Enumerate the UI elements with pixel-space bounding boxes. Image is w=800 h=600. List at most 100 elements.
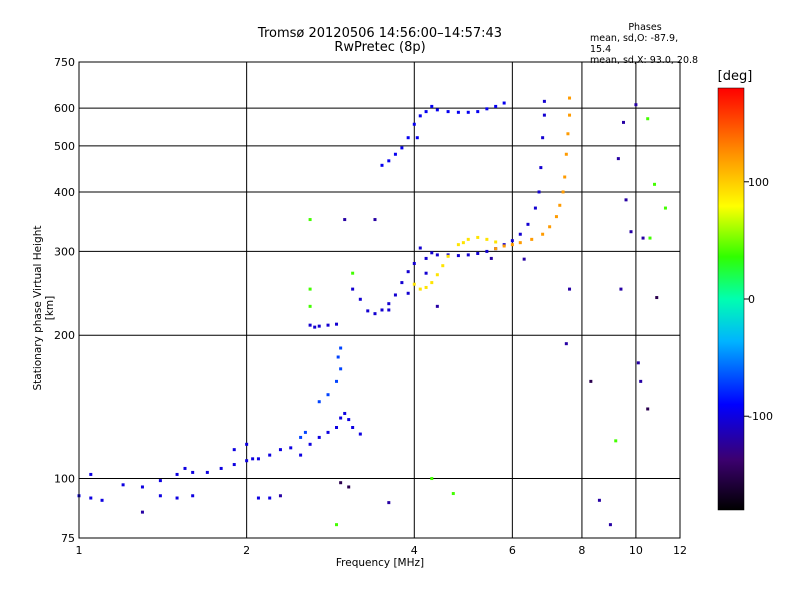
data-point [563,175,567,179]
x-axis-ticks: 1 2 4 6 8 10 12 [76,544,688,557]
colorbar-tick-label: 0 [748,293,755,306]
data-point [205,470,209,474]
data-point [358,432,362,436]
data-point [256,457,260,461]
colorbar-tick-label: -100 [748,410,773,423]
data-point [335,523,339,527]
x-tick-label: 1 [76,544,83,557]
data-point [558,203,562,207]
data-point [518,232,522,236]
data-point [358,297,362,301]
data-point [317,435,321,439]
data-point [299,453,303,457]
data-point [406,270,410,274]
colorbar-tick-label: 100 [748,176,769,189]
data-point [373,218,377,222]
data-point [347,418,351,422]
data-point [232,448,236,452]
y-tick-label: 200 [54,329,75,342]
data-point [435,273,439,277]
data-point [317,324,321,328]
data-point [393,293,397,297]
data-points [77,96,667,527]
data-point [616,157,620,161]
x-tick-label: 10 [629,544,643,557]
data-point [308,218,312,222]
data-point [140,510,144,514]
data-point [542,113,546,117]
data-point [518,241,522,245]
x-tick-label: 12 [673,544,687,557]
data-point [418,287,422,291]
data-point [466,253,470,257]
plot-frame [78,61,681,539]
data-point [415,136,419,140]
data-point [412,282,416,286]
data-point [608,523,612,527]
data-point [336,355,340,359]
data-point [351,425,355,429]
data-point [412,261,416,265]
data-point [435,253,439,257]
data-point [418,246,422,250]
data-point [347,485,351,489]
data-point [387,302,391,306]
data-point [589,379,593,383]
data-point [568,113,572,117]
data-point [89,472,93,476]
data-point [541,136,545,140]
data-point [424,271,428,275]
data-point [461,241,465,245]
data-point [351,287,355,291]
data-point [387,308,391,312]
data-point [435,108,439,112]
data-point [339,481,343,485]
phase-stats-x: mean, sd,X: 93.0, 20.8 [590,55,699,66]
data-point [646,117,650,121]
phase-stats-o: mean, sd,O: -87.9, 15.4 [590,33,679,55]
data-point [489,256,493,260]
data-point [502,101,506,105]
data-point [158,494,162,498]
data-point [494,247,498,251]
data-point [485,107,489,111]
data-point [245,442,249,446]
data-point [387,501,391,505]
data-point [494,104,498,108]
phase-stats: Phases mean, sd,O: -87.9, 15.4 mean, sd,… [590,22,700,66]
colorbar-ticks: 100 0 -100 [744,176,773,423]
data-point [121,483,125,487]
data-point [614,439,618,443]
data-point [313,325,317,329]
data-point [387,159,391,163]
data-point [308,287,312,291]
data-point [435,304,439,308]
data-point [530,237,534,241]
data-point [476,235,480,239]
data-point [339,346,343,350]
data-point [641,236,645,240]
data-point [456,243,460,247]
data-point [418,114,422,118]
data-point [424,256,428,260]
data-point [308,323,312,327]
data-point [424,110,428,114]
y-tick-label: 300 [54,245,75,258]
data-point [219,466,223,470]
data-point [655,296,659,300]
data-point [343,411,347,415]
data-point [245,459,249,463]
data-point [653,182,657,186]
data-point [510,243,514,247]
data-point [339,367,343,371]
data-point [400,281,404,285]
y-tick-label: 600 [54,102,75,115]
y-tick-label: 750 [54,56,75,69]
data-point [299,435,303,439]
data-point [561,190,565,194]
data-point [278,494,282,498]
data-point [430,477,434,481]
data-point [636,361,640,365]
data-point [251,457,255,461]
